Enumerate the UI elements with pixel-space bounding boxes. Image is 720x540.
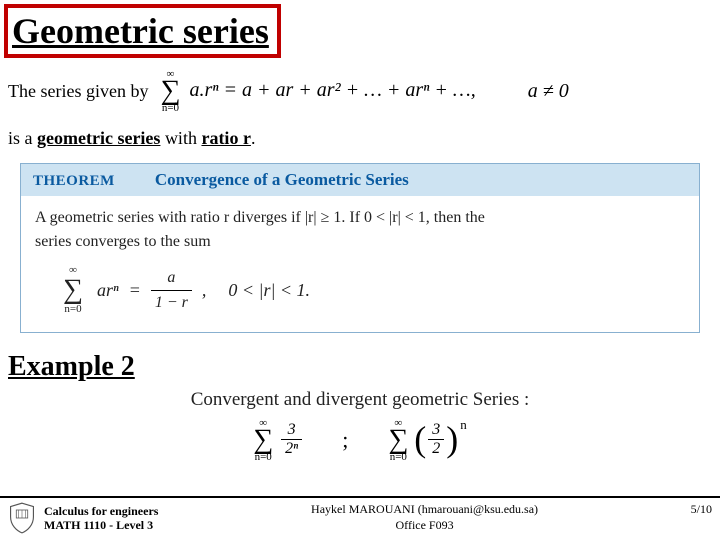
course-line1: Calculus for engineers	[44, 504, 158, 518]
footer-center: Haykel MAROUANI (hmarouani@ksu.edu.sa) O…	[158, 502, 690, 533]
condition: a ≠ 0	[528, 80, 569, 103]
statement-prefix: is a	[8, 128, 37, 148]
s1-bot: n=0	[255, 451, 272, 463]
s2-frac: 3 2	[428, 421, 444, 458]
sum-lower-2: n=0	[64, 301, 81, 318]
s1-den: 2ⁿ	[281, 439, 302, 458]
example-subtitle: Convergent and divergent geometric Serie…	[0, 389, 720, 411]
rparen-icon: )	[446, 427, 458, 452]
s1-frac: 3 2ⁿ	[281, 421, 302, 458]
formula-expansion: a.rⁿ = a + ar + ar² + … + arⁿ + …,	[189, 79, 475, 101]
page-title: Geometric series	[12, 11, 269, 51]
theorem-header: THEOREM Convergence of a Geometric Serie…	[21, 164, 699, 196]
sigma-icon-3: ∑	[253, 429, 273, 451]
sigma-block-3: ∞ ∑ n=0	[253, 417, 273, 463]
series-formula: ∞ ∑ n=0 a.rⁿ = a + ar + ar² + … + arⁿ + …	[160, 68, 475, 114]
statement-ratio: ratio r	[201, 128, 250, 148]
statement-line: is a geometric series with ratio r.	[8, 128, 720, 149]
intro-label: The series given by	[8, 81, 148, 102]
theorem-formula: ∞ ∑ n=0 arⁿ = a 1 − r , 0 < |r| < 1.	[63, 262, 685, 317]
s2-den: 2	[428, 439, 444, 458]
example-series-2: ∞ ∑ n=0 ( 3 2 ) n	[388, 417, 466, 463]
equals: =	[129, 277, 141, 304]
theorem-line2: series converges to the sum	[35, 230, 685, 254]
theorem-lhs: arⁿ	[97, 277, 119, 304]
theorem-box: THEOREM Convergence of a Geometric Serie…	[20, 163, 700, 332]
sigma-icon-2: ∑	[63, 279, 83, 301]
theorem-label: THEOREM	[33, 173, 115, 190]
sum-lower: n=0	[162, 102, 179, 114]
author-line: Haykel MAROUANI (hmarouani@ksu.edu.sa)	[158, 502, 690, 518]
intro-row: The series given by ∞ ∑ n=0 a.rⁿ = a + a…	[8, 68, 720, 114]
office-line: Office F093	[158, 518, 690, 534]
course-line2: MATH 1110 - Level 3	[44, 518, 158, 532]
shield-icon	[8, 502, 36, 534]
theorem-title: Convergence of a Geometric Series	[155, 170, 409, 190]
s2-num: 3	[428, 421, 444, 439]
sigma-icon: ∑	[160, 80, 180, 102]
footer: Calculus for engineers MATH 1110 - Level…	[0, 496, 720, 534]
sigma-block: ∞ ∑ n=0	[160, 68, 180, 114]
separator: ;	[342, 427, 348, 453]
s2-bot: n=0	[390, 451, 407, 463]
theorem-range: 0 < |r| < 1.	[228, 277, 310, 304]
statement-suffix: .	[251, 128, 256, 148]
sigma-block-4: ∞ ∑ n=0	[388, 417, 408, 463]
theorem-body: A geometric series with ratio r diverges…	[21, 196, 699, 321]
sigma-block-2: ∞ ∑ n=0	[63, 262, 83, 317]
footer-left: Calculus for engineers MATH 1110 - Level…	[8, 502, 158, 534]
example-formulas: ∞ ∑ n=0 3 2ⁿ ; ∞ ∑ n=0 ( 3 2 ) n	[0, 417, 720, 463]
example-heading: Example 2	[8, 351, 720, 383]
course-block: Calculus for engineers MATH 1110 - Level…	[44, 504, 158, 533]
example-series-1: ∞ ∑ n=0 3 2ⁿ	[253, 417, 302, 463]
sigma-icon-4: ∑	[388, 429, 408, 451]
title-box: Geometric series	[4, 4, 281, 58]
page-number: 5/10	[691, 502, 712, 517]
frac-num: a	[163, 266, 179, 290]
statement-mid: with	[160, 128, 201, 148]
s1-num: 3	[284, 421, 300, 439]
fraction: a 1 − r	[151, 266, 192, 315]
comma: ,	[202, 277, 207, 304]
frac-den: 1 − r	[151, 290, 192, 315]
lparen-icon: (	[414, 427, 426, 452]
statement-term: geometric series	[37, 128, 160, 148]
theorem-line1: A geometric series with ratio r diverges…	[35, 206, 685, 230]
s2-exp: n	[460, 417, 467, 433]
